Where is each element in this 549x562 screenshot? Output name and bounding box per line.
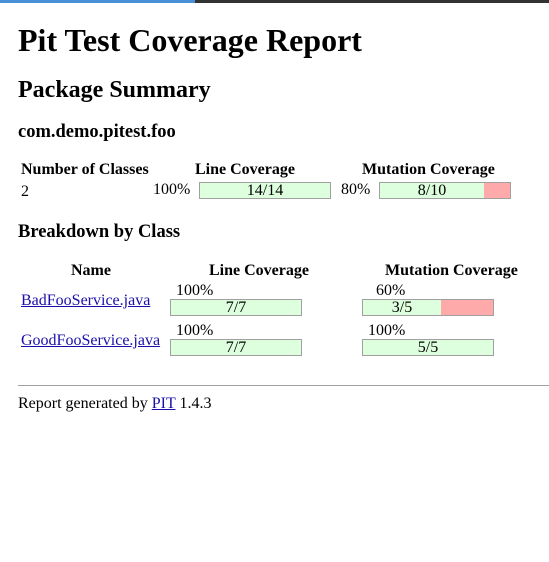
footer-version: 1.4.3	[179, 395, 212, 412]
pit-link[interactable]: PIT	[151, 395, 176, 412]
footer-prefix: Report generated by	[18, 395, 148, 412]
header-mutation-coverage: Mutation Coverage	[362, 161, 495, 178]
uncovered-portion	[441, 300, 493, 315]
line-coverage-percent: 100%	[176, 282, 214, 299]
mutation-coverage-bar-label: 8/10	[417, 182, 447, 199]
report-footer: Report generated by PIT 1.4.3	[18, 395, 211, 413]
page-load-progress	[0, 0, 549, 3]
line-coverage-bar: 14/14	[199, 182, 331, 199]
classes-count: 2	[21, 183, 29, 200]
line-coverage-bar-label: 7/7	[225, 299, 247, 316]
line-coverage-percent: 100%	[176, 322, 214, 339]
line-coverage-bar: 7/7	[170, 339, 302, 356]
footer-divider	[18, 385, 549, 386]
mutation-coverage-bar: 3/5	[362, 299, 494, 316]
package-name: com.demo.pitest.foo	[18, 122, 176, 142]
line-coverage-bar: 7/7	[170, 299, 302, 316]
line-coverage-percent: 100%	[153, 181, 191, 198]
uncovered-portion	[484, 183, 510, 198]
header-mutation-coverage: Mutation Coverage	[385, 262, 518, 279]
page-title: Pit Test Coverage Report	[18, 22, 362, 58]
mutation-coverage-bar-label: 5/5	[417, 339, 439, 356]
header-line-coverage: Line Coverage	[195, 161, 295, 178]
line-coverage-bar-label: 7/7	[225, 339, 247, 356]
mutation-coverage-percent: 60%	[376, 282, 406, 299]
mutation-coverage-percent: 80%	[341, 181, 371, 198]
line-coverage-bar-label: 14/14	[246, 182, 284, 199]
mutation-coverage-bar-label: 3/5	[391, 299, 413, 316]
breakdown-heading: Breakdown by Class	[18, 222, 181, 242]
class-link-goodfooservice[interactable]: GoodFooService.java	[21, 332, 161, 349]
mutation-coverage-bar: 8/10	[379, 182, 511, 199]
header-line-coverage: Line Coverage	[209, 262, 309, 279]
package-summary-heading: Package Summary	[18, 77, 211, 103]
header-name: Name	[71, 262, 111, 279]
mutation-coverage-percent: 100%	[368, 322, 406, 339]
class-link-badfooservice[interactable]: BadFooService.java	[21, 292, 151, 309]
header-number-of-classes: Number of Classes	[21, 161, 149, 178]
mutation-coverage-bar: 5/5	[362, 339, 494, 356]
